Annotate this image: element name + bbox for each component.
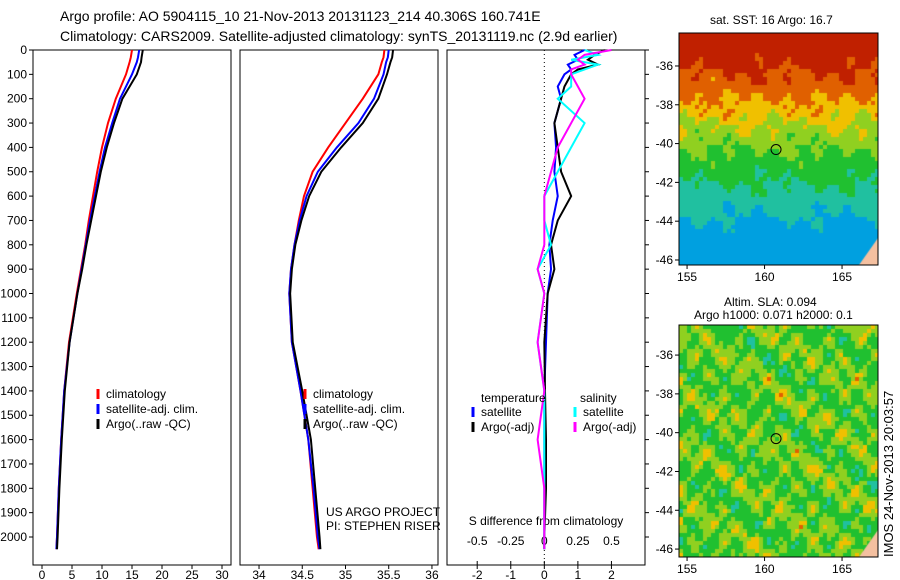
x-tick-label: 1 [575, 568, 582, 580]
map-frame [678, 32, 879, 266]
lat-tick-label: -44 [656, 214, 674, 228]
legend-label: Argo(-adj) [583, 420, 636, 434]
y-tick-label: 1400 [0, 384, 27, 398]
lon-tick-label: 155 [677, 562, 697, 576]
pi-label: PI: STEPHEN RISER [326, 519, 441, 533]
title-line-2: Climatology: CARS2009. Satellite-adjuste… [60, 28, 618, 44]
lat-tick-label: -46 [656, 253, 674, 267]
lon-tick-label: 160 [755, 562, 775, 576]
x-tick-label: 36 [425, 568, 439, 580]
series-line-argo-raw-qc- [289, 49, 395, 550]
series-line-argo-raw-qc- [56, 49, 144, 550]
x-tick-label: 35.5 [377, 568, 401, 580]
y-tick-label: 1700 [0, 457, 27, 471]
float-position-marker [770, 433, 782, 445]
x-tick-label: 25 [185, 568, 199, 580]
lat-tick-label: -44 [656, 503, 674, 517]
lat-tick-label: -40 [656, 426, 674, 440]
sst-map [679, 33, 878, 265]
s-diff-tick-label: -0.5 [467, 534, 488, 548]
legend-label: climatology [313, 387, 373, 401]
lon-tick-label: 155 [677, 270, 697, 284]
x-tick-label: -1 [505, 568, 516, 580]
lon-tick-label: 160 [755, 270, 775, 284]
series-line-t-argo-adj- [543, 49, 606, 550]
project-label: US ARGO PROJECT [326, 505, 441, 519]
plot-frame-salinity [239, 49, 439, 566]
s-diff-axis-label: S difference from climatology [469, 514, 624, 528]
s-diff-tick-label: 0.5 [603, 534, 620, 548]
y-tick-label: 1200 [0, 335, 27, 349]
legend-label: Argo(..raw -QC) [106, 417, 191, 431]
y-tick-label: 1800 [0, 481, 27, 495]
lat-tick-label: -36 [656, 348, 674, 362]
legend-label: satellite [481, 405, 522, 419]
y-tick-label: 2000 [0, 530, 27, 544]
y-tick-label: 200 [7, 92, 27, 106]
lon-tick-label: 165 [832, 562, 852, 576]
x-tick-label: 0 [39, 568, 46, 580]
y-tick-label: 0 [20, 43, 27, 57]
y-tick-label: 800 [7, 238, 27, 252]
legend-label: Argo(-adj) [481, 420, 534, 434]
lat-tick-label: -42 [656, 464, 674, 478]
y-tick-label: 1000 [0, 286, 27, 300]
x-tick-label: 20 [155, 568, 169, 580]
y-tick-label: 1600 [0, 433, 27, 447]
legend-label: satellite-adj. clim. [313, 402, 405, 416]
x-tick-label: 2 [608, 568, 615, 580]
y-tick-label: 1100 [1, 311, 27, 325]
lat-tick-label: -36 [656, 59, 674, 73]
legend-label: climatology [106, 387, 166, 401]
sla-map-title-1: Altim. SLA: 0.094 [724, 295, 817, 309]
lon-tick-label: 165 [832, 270, 852, 284]
y-tick-label: 500 [7, 165, 27, 179]
y-tick-label: 600 [7, 189, 27, 203]
y-tick-label: 1500 [0, 408, 27, 422]
y-tick-label: 1300 [0, 360, 27, 374]
lat-tick-label: -46 [656, 542, 674, 556]
x-tick-label: 15 [125, 568, 139, 580]
legend-header-temperature: temperature [481, 391, 546, 405]
x-tick-label: 34.5 [291, 568, 315, 580]
series-line-satellite-adj-clim- [288, 49, 390, 550]
float-position-marker [770, 144, 782, 156]
x-tick-label: 34 [252, 568, 266, 580]
y-tick-label: 300 [7, 116, 27, 130]
lat-tick-label: -42 [656, 175, 674, 189]
x-tick-label: 5 [69, 568, 76, 580]
x-tick-label: -2 [472, 568, 483, 580]
x-tick-label: 0 [541, 568, 548, 580]
y-tick-label: 400 [7, 140, 27, 154]
legend-label: satellite [583, 405, 624, 419]
x-tick-label: 30 [215, 568, 229, 580]
credit-label: IMOS 24-Nov-2013 20:03:57 [881, 390, 896, 557]
y-tick-label: 700 [7, 213, 27, 227]
y-tick-label: 900 [7, 262, 27, 276]
legend-header-salinity: salinity [580, 391, 617, 405]
x-tick-label: 10 [95, 568, 109, 580]
x-tick-label: 35 [339, 568, 353, 580]
lat-tick-label: -40 [656, 137, 674, 151]
sla-map [679, 325, 878, 557]
y-tick-label: 1900 [0, 506, 27, 520]
y-tick-label: 100 [7, 67, 27, 81]
plot-frame-differences [446, 49, 646, 566]
s-diff-tick-label: 0.25 [566, 534, 590, 548]
s-diff-tick-label: -0.25 [497, 534, 525, 548]
series-line-s-satellite [536, 49, 602, 550]
legend-label: Argo(..raw -QC) [313, 417, 398, 431]
sla-map-title-2: Argo h1000: 0.071 h2000: 0.1 [694, 308, 853, 322]
series-line-s-argo-adj- [536, 49, 612, 550]
legend-label: satellite-adj. clim. [106, 402, 198, 416]
map-frame [678, 324, 879, 558]
lat-tick-label: -38 [656, 387, 674, 401]
title-line-1: Argo profile: AO 5904115_10 21-Nov-2013 … [60, 8, 541, 24]
sst-map-title: sat. SST: 16 Argo: 16.7 [710, 13, 833, 27]
lat-tick-label: -38 [656, 98, 674, 112]
